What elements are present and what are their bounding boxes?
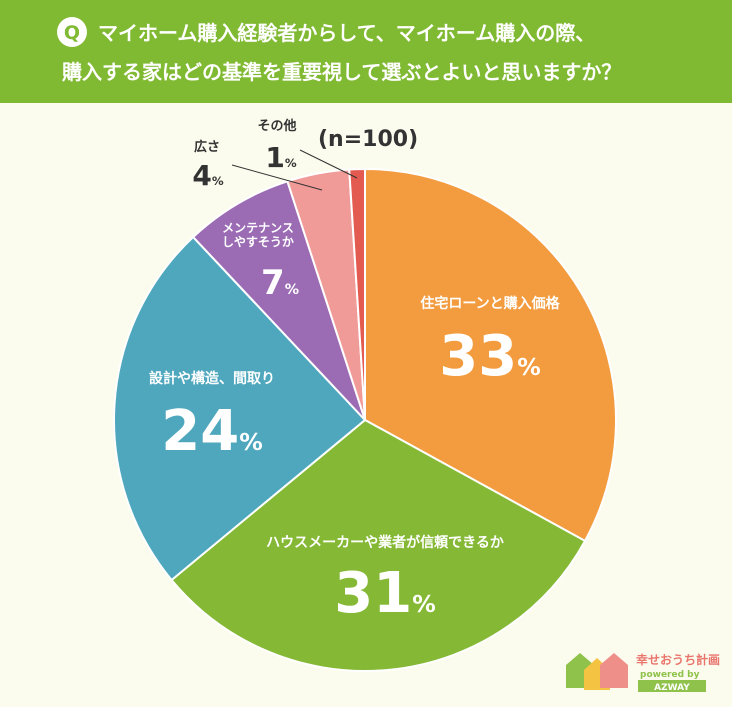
value-number: 33 xyxy=(439,324,517,389)
pie-slice xyxy=(191,180,366,421)
value-number: 7 xyxy=(261,263,285,303)
pie-slice xyxy=(364,167,617,543)
value-label: 33% xyxy=(439,324,541,389)
pie-slice xyxy=(348,167,366,421)
category-label-line: 設計や構造、間取り xyxy=(149,370,275,387)
category-label: 設計や構造、間取り xyxy=(149,370,275,387)
category-label-line: メンテナンス xyxy=(222,221,294,235)
category-label-line: ハウスメーカーや業者が信頼できるか xyxy=(266,534,504,551)
category-label: 住宅ローンと購入価格 xyxy=(420,295,560,312)
title-line: 購入する家はどの基準を重要視して選ぶとよいと思いますか？ xyxy=(62,60,621,84)
pie xyxy=(113,167,617,672)
category-label-line: 広さ xyxy=(194,139,220,155)
category-label: ハウスメーカーや業者が信頼できるか xyxy=(266,534,504,551)
category-label: メンテナンスしやすそうか xyxy=(222,221,294,249)
brand-band xyxy=(638,680,706,692)
pie-slice xyxy=(113,235,367,582)
brand-powered: powered by xyxy=(640,670,700,680)
category-label: その他 xyxy=(257,118,296,134)
value-unit: % xyxy=(212,174,224,188)
value-label: 4% xyxy=(192,159,223,192)
leader-line xyxy=(231,164,323,191)
value-number: 24 xyxy=(161,399,239,464)
value-unit: % xyxy=(517,353,541,381)
logo: 幸せおうち計画 powered by AZWAY xyxy=(566,652,720,693)
logo-house xyxy=(600,653,628,688)
brand-name: 幸せおうち計画 xyxy=(636,652,720,667)
value-unit: % xyxy=(285,156,297,170)
category-label: 広さ xyxy=(194,139,220,155)
value-number: 4 xyxy=(192,159,211,192)
category-label-line: 住宅ローンと購入価格 xyxy=(420,295,560,312)
value-number: 31 xyxy=(334,561,412,626)
leader-line xyxy=(299,149,358,179)
q-badge xyxy=(57,17,87,47)
brand-company: AZWAY xyxy=(654,683,690,693)
pie-slice xyxy=(170,418,587,672)
q-badge-text: Q xyxy=(64,22,80,44)
header-band xyxy=(0,0,732,103)
value-number: 1 xyxy=(265,141,284,174)
value-label: 31% xyxy=(334,561,436,626)
category-label-line: しやすそうか xyxy=(222,235,294,249)
value-label: 1% xyxy=(265,141,296,174)
labels: 住宅ローンと購入価格 33% ハウスメーカーや業者が信頼できるか 31% 設計や構造、間… xyxy=(149,118,561,626)
value-unit: % xyxy=(412,590,436,618)
value-unit: % xyxy=(239,428,263,456)
value-label: 24% xyxy=(161,399,263,464)
value-unit: % xyxy=(285,282,299,298)
value-label: 7% xyxy=(261,263,299,303)
title-line: マイホーム購入経験者からして、マイホーム購入の際、 xyxy=(98,21,595,45)
category-label-line: その他 xyxy=(257,118,296,134)
annotation: (n=100) xyxy=(318,127,418,152)
